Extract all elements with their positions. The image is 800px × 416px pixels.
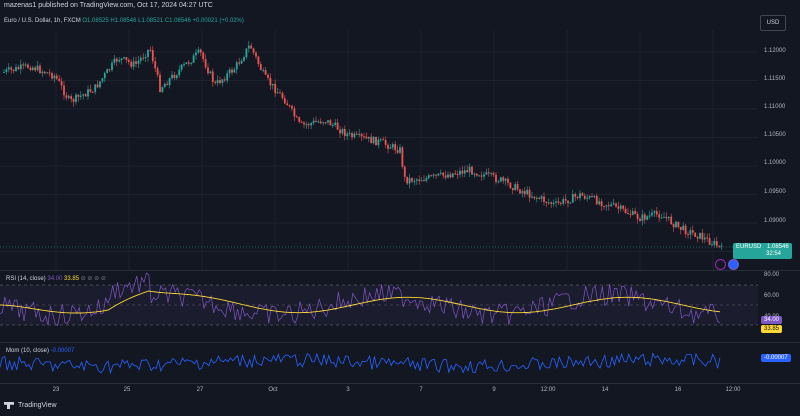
momentum-legend[interactable]: Mom (10, close) -0.00007	[6, 348, 74, 354]
price-tag-price: 1.08546	[767, 244, 789, 250]
rsi-tag: 34.00	[761, 316, 783, 324]
price-axis-label: 1.09000	[764, 218, 786, 224]
symbol-legend: Euro / U.S. Dollar, 1h, FXCM O1.08525 H1…	[4, 16, 244, 26]
panel-divider[interactable]	[0, 342, 800, 343]
rsi-value: 34.00	[47, 276, 63, 282]
time-axis-label: 9	[492, 387, 496, 393]
price-tag-symbol: EURUSD	[736, 244, 762, 250]
legend-close: C1.08546	[164, 18, 191, 24]
rsi-axis-label: 80.00	[764, 272, 780, 278]
time-axis-label: 25	[123, 387, 131, 393]
rsi-ma-tag: 33.85	[761, 325, 783, 333]
rsi-axis-label: 60.00	[764, 293, 780, 299]
publish-header: mazenas1 published on TradingView.com, O…	[4, 2, 213, 9]
legend-open: O1.08525	[82, 18, 109, 24]
time-axis-label: 7	[419, 387, 423, 393]
price-axis-label: 1.12000	[764, 48, 786, 54]
price-axis-label: 1.11000	[764, 104, 786, 110]
price-axis-label: 1.09500	[764, 189, 786, 195]
price-chart[interactable]	[0, 30, 758, 270]
time-axis-label: 14	[601, 387, 609, 393]
tradingview-logo-icon	[4, 402, 14, 409]
momentum-tag: -0.00007	[761, 354, 791, 362]
time-axis-divider	[0, 383, 800, 384]
price-axis-label: 1.10500	[764, 132, 786, 138]
momentum-value: -0.00007	[50, 348, 75, 354]
footer-brand: TradingView	[18, 402, 57, 409]
event-icon[interactable]	[715, 259, 726, 270]
price-tag: EURUSD 1.08546 32:54	[733, 243, 792, 259]
panel-divider[interactable]	[0, 270, 800, 271]
flag-icon[interactable]	[728, 259, 739, 270]
time-axis-label: 16	[674, 387, 682, 393]
legend-high: H1.08546	[110, 18, 137, 24]
time-axis-label: 27	[196, 387, 204, 393]
momentum-label: Mom (10, close)	[6, 348, 50, 354]
time-axis-label: 12:00	[725, 387, 741, 393]
symbol-title[interactable]: Euro / U.S. Dollar, 1h, FXCM	[4, 18, 81, 24]
price-tag-countdown: 32:54	[766, 251, 782, 257]
momentum-chart[interactable]	[0, 343, 758, 383]
time-axis-label: 23	[52, 387, 60, 393]
legend-change: +0.00021 (+0.02%)	[192, 18, 244, 24]
time-axis-label: 3	[346, 387, 350, 393]
rsi-label: RSI (14, close)	[6, 276, 46, 282]
price-axis[interactable]: 1.12000 1.11500 1.11000 1.10500 1.10000 1.095…	[758, 30, 800, 270]
legend-low: L1.08521	[138, 18, 164, 24]
currency-button[interactable]: USD	[760, 15, 786, 31]
price-axis-label: 1.10000	[764, 160, 786, 166]
time-axis-label: 12:00	[540, 387, 556, 393]
rsi-ma-value: 33.85	[64, 276, 80, 282]
time-axis-label: Oct	[268, 387, 278, 393]
footer: TradingView	[4, 402, 57, 409]
rsi-legend[interactable]: RSI (14, close) 34.00 33.85 ⊘ ⊘ ⊘ ⊘	[6, 276, 106, 282]
price-axis-label: 1.11500	[764, 76, 786, 82]
time-axis[interactable]: 23 25 27 Oct 3 7 9 12:00 14 16 12:00	[0, 383, 758, 397]
rsi-chart[interactable]	[0, 271, 758, 341]
